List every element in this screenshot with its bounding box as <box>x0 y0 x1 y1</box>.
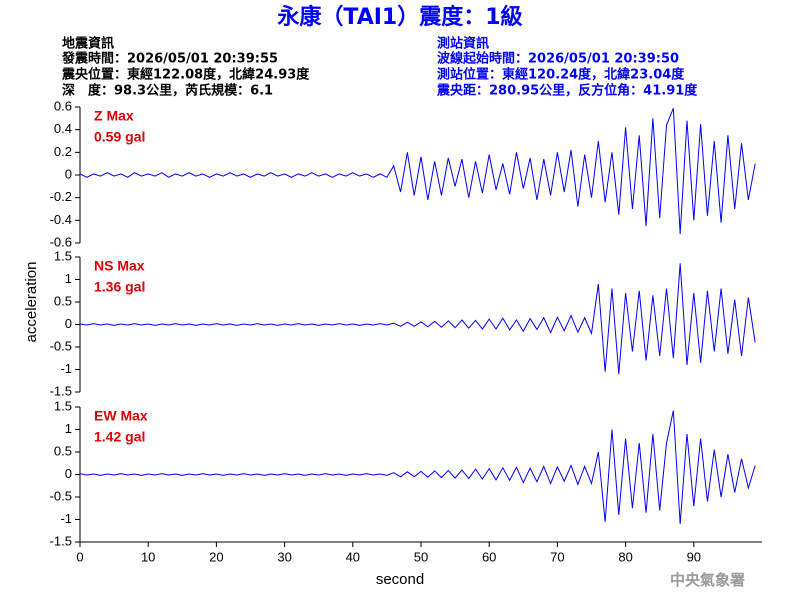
y-tick-label: 1 <box>65 421 72 436</box>
y-tick-label: -1 <box>60 511 72 526</box>
component-label: EW Max <box>94 408 148 424</box>
info-line: 測站資訊 <box>437 36 489 52</box>
x-tick-label: 90 <box>687 549 701 564</box>
x-tick-label: 70 <box>550 549 564 564</box>
x-tick-label: 40 <box>346 549 360 564</box>
component-label: Z Max <box>94 108 134 124</box>
y-tick-label: 0 <box>65 316 72 331</box>
y-tick-label: 0 <box>65 166 72 181</box>
waveform <box>79 263 756 375</box>
info-line: 震央位置：東經122.08度，北緯24.93度 <box>61 67 310 83</box>
info-line: 發震時間：2026/05/01 20:39:55 <box>61 51 278 67</box>
y-tick-label: -0.5 <box>50 488 72 503</box>
waveform <box>79 107 756 234</box>
info-line: 地震資訊 <box>62 36 114 52</box>
info-line: 測站位置：東經120.24度，北緯23.04度 <box>437 67 685 83</box>
x-tick-label: 60 <box>482 549 496 564</box>
y-tick-label: -0.4 <box>50 212 72 227</box>
x-axis-label: second <box>376 571 424 588</box>
y-tick-label: 1 <box>65 271 72 286</box>
y-axis-label: acceleration <box>23 262 40 343</box>
x-tick-label: 0 <box>76 549 83 564</box>
y-tick-label: 0 <box>65 466 72 481</box>
y-tick-label: -1 <box>60 361 72 376</box>
peak-label: 1.42 gal <box>94 429 145 445</box>
y-tick-label: -1.5 <box>50 533 72 548</box>
y-tick-label: 0.2 <box>54 144 72 159</box>
x-tick-label: 20 <box>209 549 223 564</box>
y-tick-label: -0.2 <box>50 189 72 204</box>
y-tick-label: 0.6 <box>54 98 72 113</box>
info-line: 震央距：280.95公里，反方位角：41.91度 <box>436 83 698 99</box>
y-tick-label: -1.5 <box>50 383 72 398</box>
title: 永康（TAI1）震度：1級 <box>277 4 522 30</box>
x-tick-label: 30 <box>277 549 291 564</box>
x-tick-label: 80 <box>618 549 632 564</box>
peak-label: 1.36 gal <box>94 279 145 295</box>
component-label: NS Max <box>94 258 145 274</box>
info-line: 波線起始時間：2026/05/01 20:39:50 <box>437 51 679 67</box>
footer: 中央氣象署 <box>670 571 745 589</box>
peak-label: 0.59 gal <box>94 129 145 145</box>
y-tick-label: 0.5 <box>54 293 72 308</box>
info-line: 深 度：98.3公里，芮氏規模：6.1 <box>62 83 273 99</box>
y-tick-label: -0.5 <box>50 338 72 353</box>
y-tick-label: 1.5 <box>54 248 72 263</box>
y-tick-label: 0.5 <box>54 443 72 458</box>
y-tick-label: -0.6 <box>50 234 72 249</box>
x-tick-label: 10 <box>141 549 155 564</box>
waveform <box>79 410 756 525</box>
x-tick-label: 50 <box>414 549 428 564</box>
y-tick-label: 0.4 <box>54 121 72 136</box>
y-tick-label: 1.5 <box>54 398 72 413</box>
